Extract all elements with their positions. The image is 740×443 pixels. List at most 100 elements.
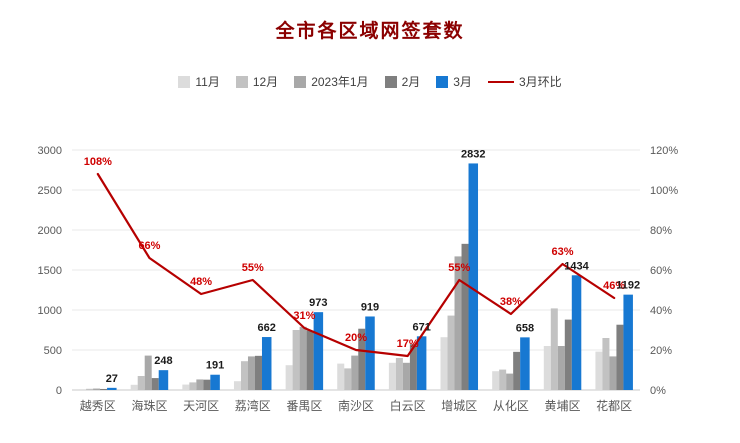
bar xyxy=(440,337,448,390)
y-axis-label-right: 100% xyxy=(650,185,678,197)
bar xyxy=(285,365,293,390)
legend-swatch xyxy=(235,75,248,88)
bar xyxy=(261,337,272,390)
y-axis-label-right: 20% xyxy=(650,345,672,357)
legend-item: 2月 xyxy=(384,73,421,90)
legend-item: 2023年1月 xyxy=(294,73,369,90)
legend-item: 3月 xyxy=(436,73,472,90)
bar-value-label: 248 xyxy=(154,355,172,367)
bar xyxy=(254,355,262,390)
bar xyxy=(550,308,558,390)
trend-line xyxy=(96,172,616,358)
bar xyxy=(93,388,101,390)
bar xyxy=(182,384,190,390)
y-axis-label-right: 60% xyxy=(650,265,672,277)
bar-value-label: 1192 xyxy=(616,280,640,292)
legend-label: 3月 xyxy=(453,75,472,89)
x-axis-label: 白云区 xyxy=(390,398,426,413)
bar xyxy=(210,374,220,390)
bar xyxy=(543,346,551,390)
bar xyxy=(306,330,314,390)
pct-label: 55% xyxy=(448,262,470,274)
bar xyxy=(623,294,633,390)
bar-value-label: 658 xyxy=(516,322,534,334)
x-axis-label: 天河区 xyxy=(183,399,219,413)
bar xyxy=(100,388,108,390)
legend-label: 2月 xyxy=(401,75,421,89)
bar xyxy=(402,362,410,390)
bar xyxy=(344,368,352,390)
legend-label: 2023年1月 xyxy=(311,75,369,89)
bar xyxy=(409,344,417,390)
bar xyxy=(358,328,366,390)
y-axis-label-right: 120% xyxy=(650,145,678,157)
bar-value-label: 191 xyxy=(206,360,224,372)
bar xyxy=(151,378,159,390)
legend-item-line: 3月环比 xyxy=(487,73,562,90)
pct-label: 31% xyxy=(293,310,315,322)
chart-title: 全市各区域网签套数 xyxy=(275,21,465,42)
legend-item: 12月 xyxy=(235,73,279,90)
bar xyxy=(454,256,462,390)
bar xyxy=(416,336,427,390)
bar xyxy=(79,389,87,390)
bar xyxy=(388,362,396,390)
bar xyxy=(313,312,324,390)
bar xyxy=(506,373,514,390)
y-axis-label-right: 40% xyxy=(650,305,672,317)
bar xyxy=(86,388,94,390)
legend-swatch xyxy=(384,75,397,88)
legend-label: 12月 xyxy=(252,75,279,89)
x-axis-label: 海珠区 xyxy=(131,398,167,413)
bar xyxy=(447,315,455,390)
x-axis-label: 黄埔区 xyxy=(545,399,581,413)
x-axis-label: 番禺区 xyxy=(286,399,322,413)
bar xyxy=(468,163,479,390)
bar xyxy=(299,326,307,390)
pct-label: 66% xyxy=(138,240,160,252)
bar xyxy=(571,275,582,390)
bar-value-label: 1434 xyxy=(564,260,589,272)
bar xyxy=(137,376,145,390)
bar-value-label: 671 xyxy=(412,321,430,333)
bar xyxy=(609,356,617,390)
bar xyxy=(595,351,603,390)
bar-value-label: 919 xyxy=(361,301,379,313)
y-axis-label-left: 2000 xyxy=(38,225,62,237)
legend-label: 3月环比 xyxy=(518,75,562,89)
bar xyxy=(461,243,469,390)
bar xyxy=(513,351,521,390)
bar xyxy=(337,363,345,390)
bar xyxy=(492,371,500,390)
legend-label: 11月 xyxy=(195,75,220,89)
legend-swatch xyxy=(294,75,307,88)
bar xyxy=(616,324,624,390)
y-axis-label-left: 3000 xyxy=(38,145,62,157)
pct-label: 48% xyxy=(190,276,212,288)
pct-label: 46% xyxy=(603,280,625,292)
x-axis-label: 花都区 xyxy=(596,398,632,413)
bar xyxy=(292,330,300,390)
bar xyxy=(351,355,359,390)
bar xyxy=(233,381,241,390)
bar-value-label: 2832 xyxy=(461,148,485,160)
pct-label: 17% xyxy=(397,338,419,350)
y-axis-label-left: 1500 xyxy=(38,265,62,277)
legend-swatch xyxy=(436,75,449,88)
x-axis-label: 从化区 xyxy=(493,399,529,413)
y-axis-label-left: 500 xyxy=(44,345,62,357)
y-axis-label-left: 0 xyxy=(56,385,62,397)
bar xyxy=(158,370,169,390)
x-axis-label: 增城区 xyxy=(441,399,477,413)
bar xyxy=(130,384,138,390)
y-axis-label-left: 1000 xyxy=(38,305,62,317)
bar xyxy=(557,346,565,390)
bar xyxy=(107,387,117,390)
bar xyxy=(189,382,197,390)
bar xyxy=(247,356,255,390)
bar xyxy=(499,369,507,390)
x-axis-label: 南沙区 xyxy=(338,398,374,413)
y-axis-label-right: 80% xyxy=(650,225,672,237)
y-axis-label-left: 2500 xyxy=(38,185,62,197)
y-axis-label-right: 0% xyxy=(650,385,666,397)
